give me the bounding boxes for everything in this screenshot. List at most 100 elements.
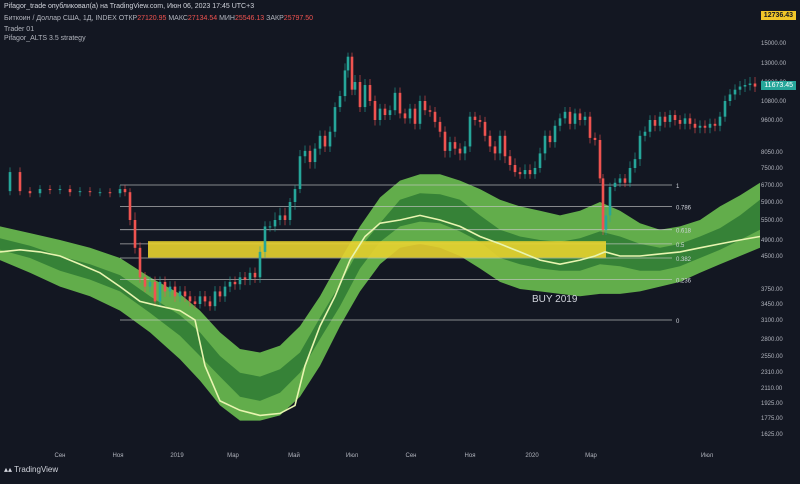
candle-116 (628, 168, 632, 183)
candle-110 (601, 178, 605, 230)
candle-27 (193, 301, 197, 304)
candle-134 (718, 116, 722, 126)
candle-85 (478, 120, 482, 122)
candle-136 (728, 94, 732, 101)
candle-1 (8, 172, 12, 192)
candle-102 (563, 111, 567, 119)
candle-42 (268, 226, 272, 228)
x-tick-1: Ноя (113, 453, 124, 459)
candle-114 (618, 178, 622, 183)
high-label: МАКС (168, 15, 188, 22)
close-value: 25797.50 (283, 15, 313, 22)
candle-49 (303, 150, 307, 157)
candle-13 (123, 189, 127, 193)
fib-label-0: 1 (676, 184, 680, 190)
indicator-label-2[interactable]: Pifagor_ALTS 3.5 strategy (4, 35, 86, 42)
candle-90 (503, 135, 507, 157)
candle-91 (508, 156, 512, 166)
y-tick-14: 3100.00 (761, 318, 783, 324)
buy-zone (148, 241, 606, 258)
candle-34 (228, 281, 232, 287)
candle-33 (223, 286, 227, 297)
candle-123 (663, 116, 667, 122)
candle-24 (178, 291, 182, 297)
candle-105 (578, 113, 582, 120)
candle-81 (458, 148, 462, 154)
candle-2 (18, 172, 22, 192)
candle-75 (428, 110, 432, 112)
candle-54 (328, 131, 332, 147)
ma-line (0, 214, 761, 417)
x-tick-6: Сен (406, 453, 417, 459)
candle-4 (38, 189, 42, 194)
candle-77 (438, 121, 442, 132)
candle-52 (318, 135, 322, 149)
x-tick-2: 2019 (170, 453, 184, 459)
fib-label-2: 0.618 (676, 229, 692, 235)
y-tick-7: 6700.00 (761, 183, 783, 189)
candle-60 (353, 82, 357, 90)
candle-99 (548, 135, 552, 143)
candle-21 (163, 281, 167, 292)
candle-57 (343, 70, 347, 97)
candle-31 (213, 291, 217, 307)
fib-label-1: 0.786 (676, 205, 692, 211)
candle-100 (553, 125, 557, 143)
symbol-name: Биткоин / Доллар США, 1Д, INDEX (4, 15, 117, 22)
candle-37 (243, 277, 247, 280)
candle-130 (698, 125, 702, 128)
x-tick-8: 2020 (525, 453, 539, 459)
x-tick-3: Мар (227, 453, 239, 459)
candle-20 (158, 281, 162, 302)
candle-62 (363, 85, 367, 108)
candle-127 (683, 118, 687, 124)
x-tick-7: Ноя (465, 453, 476, 459)
y-tick-3: 10800.00 (761, 99, 787, 105)
tradingview-logo-icon: ▴▴ (4, 465, 13, 474)
fib-label-5: 0.236 (676, 279, 692, 285)
candle-11 (108, 192, 112, 194)
candle-35 (233, 281, 237, 285)
candle-118 (638, 135, 642, 160)
candle-98 (543, 135, 547, 154)
candle-56 (338, 96, 342, 108)
candle-45 (283, 215, 287, 220)
candle-36 (238, 277, 242, 285)
candle-59 (350, 56, 354, 90)
fib-label-6: 0 (676, 319, 680, 325)
candle-67 (388, 110, 392, 116)
ohlc-bar: Биткоин / Доллар США, 1Д, INDEX ОТКР2712… (4, 15, 313, 22)
candle-111 (604, 215, 608, 230)
candle-69 (398, 92, 402, 114)
buy-zone-label: BUY 2019 (532, 294, 578, 305)
candle-64 (373, 101, 377, 120)
candle-15 (133, 220, 137, 248)
x-tick-0: Сен (55, 453, 66, 459)
candle-97 (538, 153, 542, 168)
candle-135 (723, 101, 727, 117)
open-value: 27120.95 (137, 15, 167, 22)
indicator-label-1[interactable]: Trader 01 (4, 26, 35, 33)
candle-14 (128, 192, 132, 220)
candle-104 (573, 113, 577, 124)
candle-119 (643, 131, 647, 136)
close-label: ЗАКР (266, 15, 284, 22)
candle-46 (288, 202, 292, 220)
candle-16 (138, 247, 142, 278)
y-tick-12: 3750.00 (761, 287, 783, 293)
open-label: ОТКР (118, 15, 138, 22)
candle-87 (488, 135, 492, 147)
low-value: 25546.13 (234, 15, 265, 22)
publish-title: Pifagor_trade опубликовал(а) на TradingV… (4, 3, 255, 10)
candle-65 (378, 108, 382, 120)
tradingview-brand: ▴▴ TradingView (4, 465, 58, 474)
candle-128 (688, 118, 692, 124)
candle-92 (513, 165, 517, 173)
candle-129 (693, 123, 697, 128)
candle-12 (118, 189, 122, 194)
candle-43 (273, 220, 277, 227)
candle-38 (248, 272, 252, 280)
candle-115 (623, 178, 627, 183)
